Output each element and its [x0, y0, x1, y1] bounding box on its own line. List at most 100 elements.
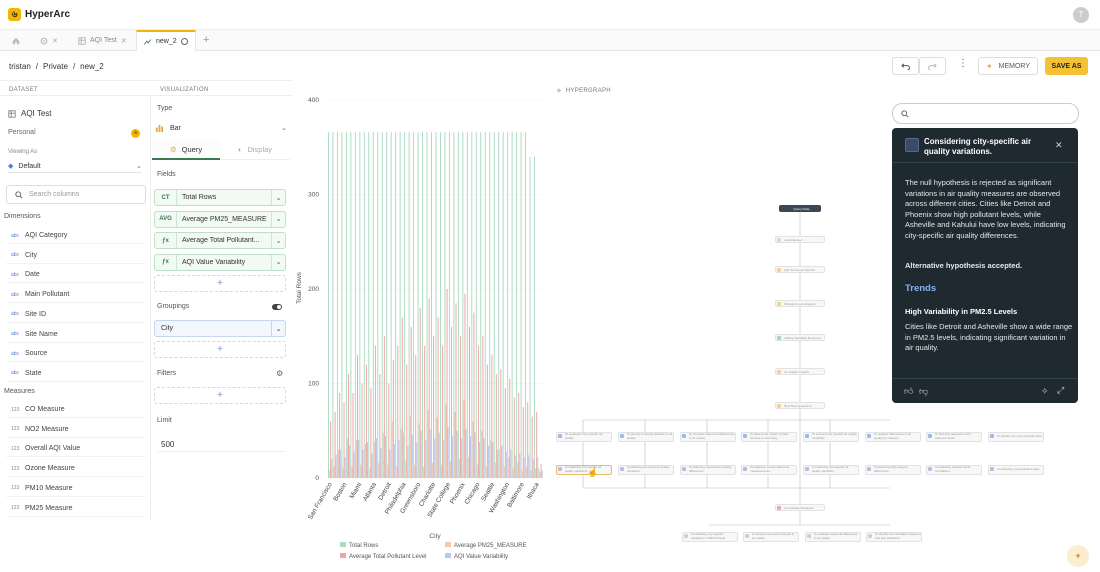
- chevron-down-icon[interactable]: ⌄: [271, 254, 285, 270]
- bar-total-rows[interactable]: [354, 132, 356, 478]
- bar-aqi-variability[interactable]: [344, 457, 346, 478]
- legend-entry[interactable]: AQI Value Variability: [454, 554, 508, 560]
- chevron-down-icon[interactable]: ⌄: [271, 190, 285, 205]
- bar-avg-total-pollutant[interactable]: [495, 374, 497, 478]
- bar-avg-total-pollutant[interactable]: [509, 378, 511, 478]
- bar-avg-pm25[interactable]: [467, 457, 469, 478]
- field-aggregation-tag[interactable]: ƒx: [155, 233, 177, 248]
- bar-avg-total-pollutant[interactable]: [473, 312, 475, 478]
- bar-avg-total-pollutant[interactable]: [352, 392, 354, 478]
- hypergraph-node[interactable]: Considering city-specific air quality va…: [556, 465, 612, 475]
- bar-avg-total-pollutant[interactable]: [513, 397, 515, 478]
- bar-avg-total-pollutant[interactable]: [401, 317, 403, 478]
- bar-avg-pm25[interactable]: [391, 421, 393, 478]
- bar-aqi-variability[interactable]: [393, 443, 395, 478]
- hypergraph-node[interactable]: Considering source-based air measurement…: [741, 465, 797, 475]
- bar-total-rows[interactable]: [439, 132, 441, 478]
- bar-total-rows[interactable]: [529, 156, 531, 478]
- bar-avg-total-pollutant[interactable]: [460, 336, 461, 478]
- bar-total-rows[interactable]: [363, 132, 365, 478]
- hypergraph-node[interactable]: Considering site-level air quality diffe…: [680, 465, 736, 475]
- bar-aqi-variability[interactable]: [367, 442, 368, 478]
- undo-button[interactable]: [892, 57, 919, 75]
- bar-avg-total-pollutant[interactable]: [518, 392, 520, 478]
- bar-avg-pm25[interactable]: [387, 464, 389, 478]
- bar-avg-total-pollutant[interactable]: [491, 355, 493, 478]
- bar-total-rows[interactable]: [462, 132, 464, 478]
- bar-total-rows[interactable]: [368, 132, 370, 478]
- bar-avg-total-pollutant[interactable]: [397, 345, 399, 478]
- bar-avg-pm25[interactable]: [530, 470, 532, 478]
- bar-avg-total-pollutant[interactable]: [339, 392, 341, 478]
- bar-avg-pm25[interactable]: [463, 400, 465, 478]
- bar-total-rows[interactable]: [399, 132, 401, 478]
- bar-total-rows[interactable]: [372, 132, 374, 478]
- bar-avg-pm25[interactable]: [472, 421, 474, 478]
- bar-aqi-variability[interactable]: [429, 428, 431, 478]
- bar-total-rows[interactable]: [345, 132, 347, 478]
- bar-total-rows[interactable]: [431, 132, 432, 478]
- bar-aqi-variability[interactable]: [470, 436, 472, 478]
- add-tab-icon[interactable]: +: [203, 34, 210, 46]
- bar-aqi-variability[interactable]: [411, 434, 413, 478]
- chevron-down-icon[interactable]: ⌄: [271, 211, 285, 227]
- hypergraph-node[interactable]: Considering temporal air quality variati…: [618, 465, 674, 475]
- hypergraph-node[interactable]: Load Dataset: [775, 236, 825, 243]
- bar-avg-total-pollutant[interactable]: [370, 388, 372, 478]
- measure-item[interactable]: 123 PM10 Measure: [6, 481, 146, 497]
- bar-avg-total-pollutant[interactable]: [468, 326, 470, 478]
- dimension-item[interactable]: abc Main Pollutant: [6, 287, 146, 304]
- field-row[interactable]: ƒx AQI Value Variability ⌄: [154, 253, 286, 271]
- hypergraph-node[interactable]: Pollutant Level Analysis: [775, 300, 825, 307]
- bar-avg-pm25[interactable]: [441, 464, 443, 478]
- hypergraph-node[interactable]: Consolidated Analysis: [775, 504, 825, 511]
- bar-aqi-variability[interactable]: [358, 440, 360, 478]
- bar-total-rows[interactable]: [395, 132, 397, 478]
- hypergraph-node[interactable]: To examine the specific air quality vari…: [803, 432, 859, 442]
- bar-aqi-variability[interactable]: [496, 449, 498, 478]
- dimension-item[interactable]: abc Source: [6, 346, 146, 363]
- bar-avg-total-pollutant[interactable]: [357, 355, 358, 478]
- bar-total-rows[interactable]: [404, 132, 406, 478]
- bar-aqi-variability[interactable]: [425, 440, 427, 478]
- bar-aqi-variability[interactable]: [375, 438, 377, 478]
- hypergraph-node[interactable]: To evaluate if the specific air quality: [556, 432, 612, 442]
- hypergraph-node[interactable]: AQI Trend over Months: [775, 266, 825, 273]
- bar-aqi-variability[interactable]: [353, 451, 355, 478]
- bar-avg-total-pollutant[interactable]: [455, 303, 457, 478]
- save-as-button[interactable]: SAVE AS: [1045, 57, 1088, 75]
- bar-aqi-variability[interactable]: [340, 449, 342, 478]
- bar-avg-pm25[interactable]: [517, 462, 519, 478]
- hypergraph-node[interactable]: Considering AQI category differences: [865, 465, 921, 475]
- hypergraph-node[interactable]: To analyze temporal changes in air quali…: [743, 532, 799, 542]
- chevron-down-icon[interactable]: ⌄: [271, 321, 285, 336]
- memory-button[interactable]: ✦ MEMORY: [978, 57, 1038, 75]
- tab-home[interactable]: [6, 30, 26, 51]
- measure-item[interactable]: 123 PM25 Measure: [6, 501, 146, 517]
- bar-avg-total-pollutant[interactable]: [446, 289, 448, 478]
- bar-avg-total-pollutant[interactable]: [442, 345, 444, 478]
- bar-total-rows[interactable]: [435, 132, 437, 478]
- bar-avg-total-pollutant[interactable]: [406, 364, 408, 478]
- bar-total-rows[interactable]: [413, 132, 415, 478]
- bar-avg-pm25[interactable]: [481, 430, 483, 478]
- bar-aqi-variability[interactable]: [402, 432, 404, 478]
- bar-total-rows[interactable]: [417, 132, 419, 478]
- bar-avg-pm25[interactable]: [508, 457, 510, 478]
- bar-aqi-variability[interactable]: [492, 442, 494, 478]
- bar-total-rows[interactable]: [453, 132, 455, 478]
- bar-total-rows[interactable]: [408, 132, 410, 478]
- bar-avg-total-pollutant[interactable]: [410, 326, 412, 478]
- bar-avg-total-pollutant[interactable]: [536, 411, 538, 478]
- column-search[interactable]: Search columns: [6, 185, 146, 204]
- close-icon[interactable]: ✕: [120, 37, 127, 45]
- expand-icon[interactable]: ⤢: [1057, 385, 1065, 395]
- bar-aqi-variability[interactable]: [331, 459, 333, 478]
- bar-total-rows[interactable]: [525, 132, 527, 478]
- bar-aqi-variability[interactable]: [407, 445, 409, 478]
- bar-total-rows[interactable]: [350, 132, 352, 478]
- hypergraph-node[interactable]: To evaluate seasonal differences in air …: [805, 532, 861, 542]
- bar-avg-pm25[interactable]: [535, 468, 537, 478]
- bar-aqi-variability[interactable]: [434, 438, 436, 478]
- bar-aqi-variability[interactable]: [519, 453, 521, 478]
